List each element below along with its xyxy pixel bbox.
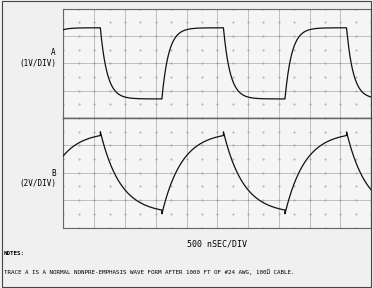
Text: A
(1V/DIV): A (1V/DIV) xyxy=(19,48,56,68)
Text: TRACE A IS A NORMAL NONPRE-EMPHASIS WAVE FORM AFTER 1000 FT OF #24 AWG, 100Ω CAB: TRACE A IS A NORMAL NONPRE-EMPHASIS WAVE… xyxy=(4,269,294,275)
Text: 500 nSEC/DIV: 500 nSEC/DIV xyxy=(187,239,247,248)
Text: NOTES:: NOTES: xyxy=(4,251,25,255)
Text: B
(2V/DIV): B (2V/DIV) xyxy=(19,168,56,188)
